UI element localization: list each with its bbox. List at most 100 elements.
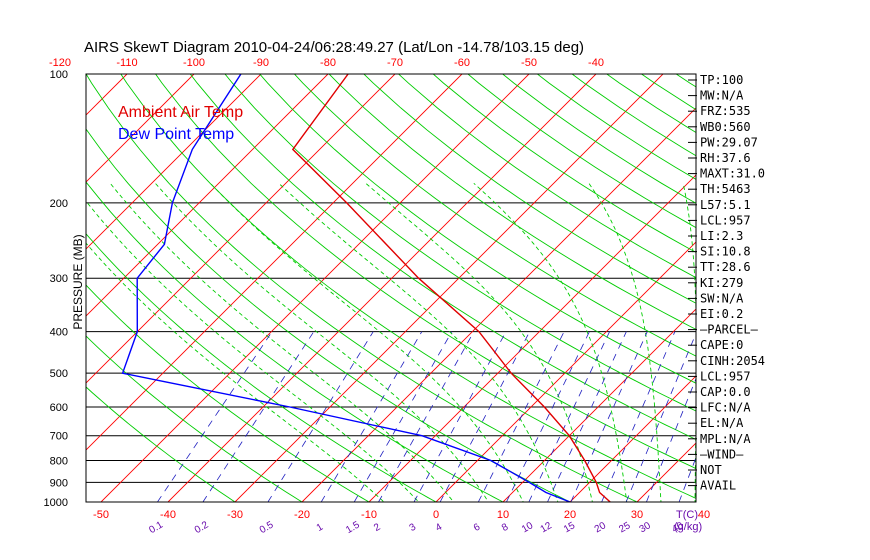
isotherm-line [569,375,696,502]
bottom-temp-tick: 30 [631,509,643,521]
index-item: EL:N/A [700,416,744,430]
mixing-ratio-tick: 10 [520,520,536,535]
moist-adiabat-line [682,183,696,502]
mixing-ratio-line [601,331,676,502]
dry-adiabat-line [86,181,505,502]
bottom-temp-tick: -20 [294,509,310,521]
pressure-tick-800: 800 [50,456,68,468]
mixing-ratio-line [353,331,453,502]
dry-adiabat-line [86,386,236,502]
pressure-tick-200: 200 [50,198,68,210]
moist-adiabat-line [473,182,628,502]
dry-adiabat-line [501,74,696,204]
plot-frame [85,73,697,503]
mixing-ratio-tick: 0.5 [258,519,276,536]
index-item: MAXT:31.0 [700,167,765,181]
pressure-tick-300: 300 [50,273,68,285]
top-temp-tick: -80 [320,57,336,69]
bottom-temp-tick: -30 [227,509,243,521]
isotherm-line [771,74,870,502]
isotherm-line [86,74,329,317]
isotherm-line [167,74,597,502]
bottom-temp-tick: 10 [497,509,509,521]
mixing-ratio-tick: 1 [315,521,326,534]
mixing-ratio-line [570,331,648,502]
index-item: LFC:N/A [700,401,751,415]
legend-ambient-air-temp: Ambient Air Temp [118,104,243,121]
mixing-ratio-line [547,331,627,502]
chart-title: AIRS SkewT Diagram 2010-04-24/06:28:49.2… [84,39,584,56]
mixing-ratio-line [378,331,475,502]
moist-adiabat-line [86,200,420,502]
dry-adiabat-line [120,74,696,499]
moist-adiabat-line [86,242,385,502]
isotherm-line [838,74,870,502]
dry-adiabat-line [224,74,696,412]
dew-point-temp-line [121,74,571,502]
mixing-ratio-tick: 1.5 [344,519,362,536]
index-item: RH:37.6 [700,151,751,165]
mixing-ratio-line [477,331,565,502]
mixing-ratio-line [157,331,273,502]
top-temp-tick: -70 [387,57,403,69]
bottom-temp-tick: 0 [433,509,439,521]
dry-adiabat-line [293,74,696,357]
index-item: SI:10.8 [700,245,751,259]
sounding-profiles [121,74,611,502]
index-item: TP:100 [700,73,743,87]
mixing-ratio-line [439,331,530,502]
dry-adiabat-line [748,54,870,511]
isotherm-line [435,241,696,502]
index-item: —PARCEL— [700,323,759,337]
index-item: SW:N/A [700,291,744,305]
index-item: TT:28.6 [700,260,751,274]
mixing-ratio-line [678,456,696,502]
mixing-ratio-tick: 25 [617,520,633,535]
index-item: WB0:560 [700,120,751,134]
dry-adiabat-line [189,74,696,440]
dry-adiabat-line [155,74,696,470]
isotherm-line [100,74,530,502]
index-item: MW:N/A [700,89,744,103]
pressure-tick-700: 700 [50,431,68,443]
index-item: L57:5.1 [700,198,751,212]
bottom-temp-tick: -40 [160,509,176,521]
mixing-ratio-tick: 12 [539,520,555,535]
bottom-temp-tick: 20 [564,509,576,521]
index-item: LCL:957 [700,369,751,383]
index-item: AVAIL [700,479,736,493]
index-item: KI:279 [700,276,743,290]
dry-adiabat-line [432,74,696,253]
dry-adiabat-line [86,74,639,502]
index-item: —WIND— [700,447,744,461]
mixing-ratio-tick: 6 [472,521,483,534]
mixing-ratio-line [320,331,423,502]
isotherm-line [86,74,262,250]
pressure-tick-600: 600 [50,402,68,414]
mixing-ratio-tick: 0.1 [147,519,165,536]
top-temp-tick: -40 [588,57,604,69]
pressure-tick-1000: 1000 [44,497,68,509]
index-item: PW:29.07 [700,135,758,149]
moist-adiabat-line [278,182,559,502]
dry-adiabat-line [86,284,370,502]
dry-adiabat-line [86,335,303,502]
dry-adiabat-line [86,128,572,502]
dry-adiabat-line [328,74,696,330]
index-item: FRZ:535 [700,104,751,118]
mixing-ratio-tick: 2 [372,521,383,534]
top-temp-tick: -50 [521,57,537,69]
top-temp-tick: -120 [49,57,71,69]
pressure-tick-100: 100 [50,69,68,81]
index-item: CAP:0.0 [700,385,751,399]
index-item: EI:0.2 [700,307,743,321]
pressure-tick-400: 400 [50,327,68,339]
index-item: MPL:N/A [700,432,751,446]
dry-adiabat-line [259,74,696,384]
x-axis-label-mixing: (g/kg) [674,521,702,533]
mixing-ratio-line [413,331,507,502]
mixing-ratio-tick: 4 [434,521,445,534]
y-axis-label: PRESSURE (MB) [71,234,85,329]
